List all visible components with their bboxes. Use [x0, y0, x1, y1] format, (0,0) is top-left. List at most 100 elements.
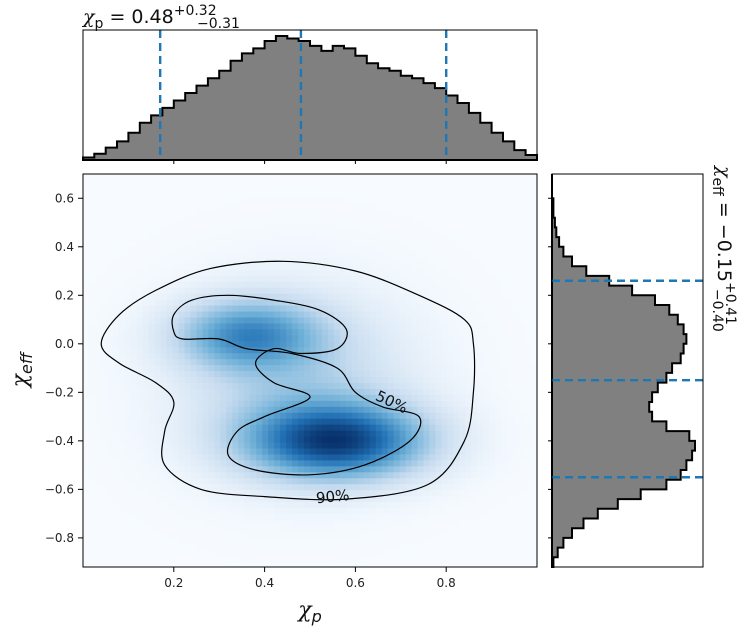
- density-cell: [501, 179, 508, 187]
- density-cell: [244, 364, 251, 372]
- density-cell: [519, 555, 526, 562]
- density-cell: [417, 251, 425, 258]
- density-cell: [327, 269, 335, 276]
- density-cell: [172, 293, 180, 300]
- density-cell: [256, 483, 263, 491]
- density-cell: [363, 251, 371, 258]
- density-cell: [106, 537, 114, 544]
- density-cell: [459, 305, 466, 312]
- density-cell: [441, 400, 448, 407]
- density-cell: [405, 430, 413, 437]
- density-cell: [94, 352, 102, 360]
- density-cell: [226, 507, 233, 514]
- density-cell: [339, 483, 347, 491]
- density-cell: [387, 537, 395, 544]
- density-cell: [339, 275, 347, 282]
- density-cell: [423, 394, 431, 401]
- density-cell: [363, 519, 371, 526]
- density-cell: [214, 531, 221, 538]
- density-cell: [172, 370, 180, 378]
- density-cell: [513, 531, 520, 538]
- density-cell: [525, 507, 532, 514]
- density-cell: [405, 370, 413, 378]
- density-cell: [345, 233, 353, 241]
- density-cell: [483, 441, 490, 449]
- density-cell: [244, 424, 251, 431]
- density-cell: [106, 203, 114, 211]
- density-cell: [477, 305, 484, 312]
- density-cell: [375, 507, 383, 514]
- density-cell: [441, 310, 448, 318]
- density-cell: [513, 430, 520, 437]
- density-cell: [124, 197, 132, 205]
- density-cell: [226, 525, 233, 532]
- density-cell: [339, 441, 347, 449]
- density-cell: [250, 513, 257, 520]
- density-cell: [88, 305, 96, 312]
- density-cell: [525, 221, 532, 229]
- density-cell: [208, 185, 216, 193]
- density-cell: [447, 233, 454, 241]
- density-cell: [471, 501, 478, 509]
- density-cell: [220, 227, 227, 235]
- density-cell: [369, 418, 377, 425]
- density-cell: [268, 334, 275, 342]
- density-cell: [369, 501, 377, 509]
- density-cell: [310, 376, 317, 383]
- density-cell: [513, 370, 520, 378]
- density-cell: [531, 424, 537, 431]
- density-cell: [471, 209, 478, 217]
- density-cell: [196, 209, 204, 217]
- density-cell: [315, 322, 323, 330]
- density-cell: [184, 310, 192, 318]
- density-cell: [148, 436, 156, 443]
- density-cell: [154, 537, 162, 544]
- density-cell: [94, 316, 102, 324]
- density-cell: [435, 281, 443, 288]
- density-cell: [423, 293, 431, 300]
- density-cell: [226, 185, 233, 193]
- density-cell: [387, 525, 395, 532]
- density-cell: [327, 436, 335, 443]
- density-cell: [166, 191, 174, 199]
- density-cell: [238, 513, 245, 520]
- density-cell: [274, 447, 281, 455]
- density-cell: [387, 251, 395, 258]
- density-cell: [369, 251, 377, 258]
- density-cell: [363, 543, 371, 550]
- density-cell: [477, 185, 484, 193]
- density-cell: [459, 471, 466, 479]
- density-cell: [238, 233, 245, 241]
- density-cell: [441, 185, 448, 193]
- density-cell: [345, 328, 353, 336]
- density-cell: [441, 418, 448, 425]
- density-cell: [256, 334, 263, 342]
- density-cell: [441, 388, 448, 395]
- density-cell: [381, 221, 389, 229]
- density-cell: [387, 275, 395, 282]
- density-cell: [280, 525, 287, 532]
- density-cell: [531, 513, 537, 520]
- density-cell: [387, 263, 395, 270]
- density-cell: [172, 203, 180, 211]
- density-cell: [298, 215, 305, 223]
- density-cell: [435, 310, 443, 318]
- density-cell: [483, 245, 490, 252]
- density-cell: [130, 227, 138, 235]
- density-cell: [226, 394, 233, 401]
- density-cell: [142, 263, 150, 270]
- density-cell: [315, 453, 323, 461]
- density-cell: [130, 525, 138, 532]
- density-cell: [190, 263, 198, 270]
- density-cell: [345, 316, 353, 324]
- density-cell: [124, 501, 132, 509]
- density-cell: [345, 310, 353, 318]
- density-cell: [88, 465, 96, 473]
- density-cell: [495, 519, 502, 526]
- density-cell: [405, 388, 413, 395]
- density-cell: [435, 531, 443, 538]
- density-cell: [220, 453, 227, 461]
- density-cell: [495, 501, 502, 509]
- density-cell: [375, 245, 383, 252]
- density-cell: [507, 370, 514, 378]
